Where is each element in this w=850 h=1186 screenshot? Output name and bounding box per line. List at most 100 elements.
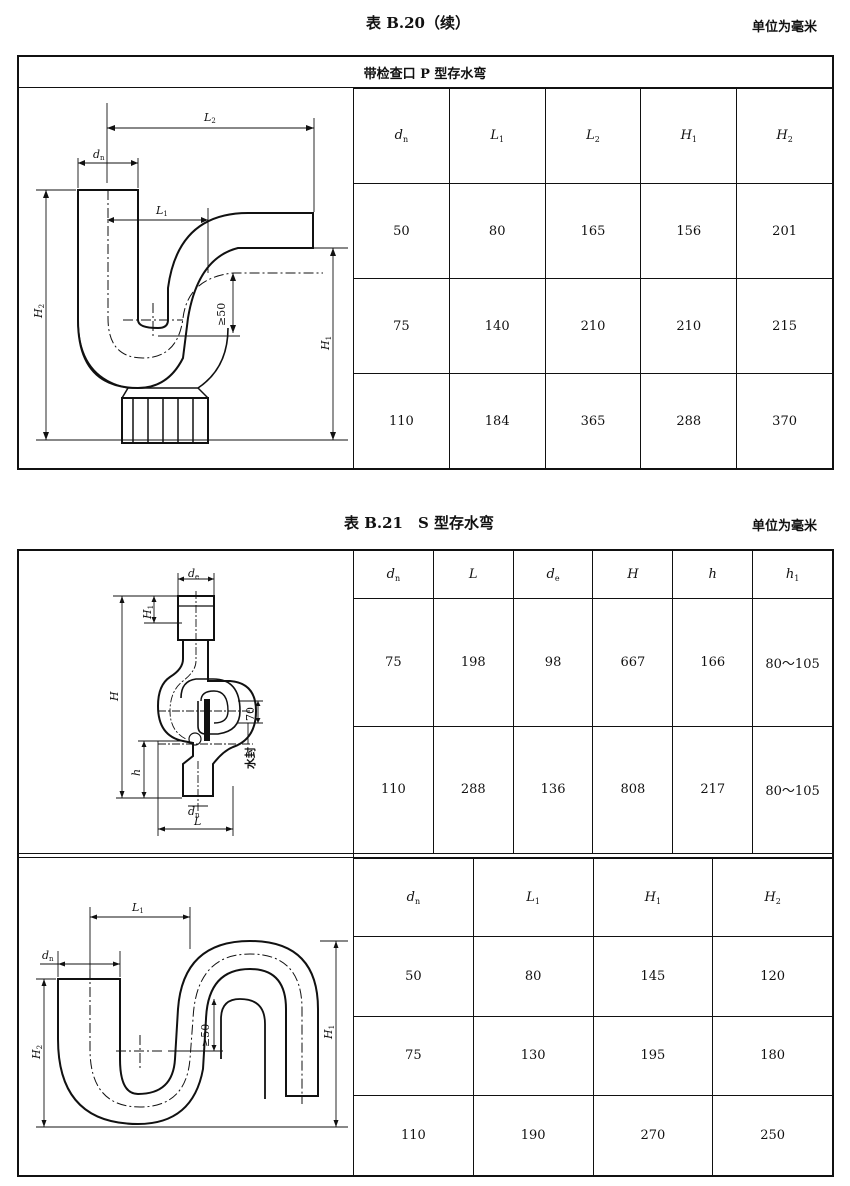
col-header: dn [353,550,434,599]
p-trap-with-inspection-figure: L2 dn L1 ≥50 H2 H1 [32,103,348,444]
col-header: H2 [736,88,833,184]
table-row: 110 288 136 808 217 80～105 [353,725,833,854]
table-row: 50 80 145 120 [353,936,833,1017]
table-cell: 110 [353,373,450,469]
col-header: L1 [448,88,546,184]
table-cell: 145 [592,936,714,1017]
table-cell: 80 [448,183,546,279]
dim-label-dn: dn [42,949,54,963]
table-b20-title-divider [17,87,834,88]
table-cell: 156 [640,183,738,279]
table-b21-header-row: dn L de H h h1 [353,550,833,599]
inspection-cap-body [121,397,209,444]
table-cell: 250 [712,1095,833,1176]
table-cell: 217 [672,725,754,854]
table-row: 75 130 195 180 [353,1015,833,1097]
table-cell: 180 [712,1015,833,1097]
table-cell: 215 [736,278,833,374]
table-cell: 80～105 [752,598,833,727]
col-header: H1 [592,858,714,937]
col-header: dn [353,858,474,937]
table-s-trap-horizontal: dn L1 H1 H2 50 80 145 120 75 130 195 180… [353,858,833,1176]
table-b20: dn L1 L2 H1 H2 50 80 165 156 201 75 140 … [353,88,833,469]
table-cell: 198 [432,598,514,727]
dim-label-dn: dn [93,148,105,162]
col-header: h1 [752,550,833,599]
table-cell: 166 [672,598,754,727]
table-row: 50 80 165 156 201 [353,183,833,279]
dim-label-70: 70 [244,707,257,721]
table-cell: 98 [512,598,594,727]
table-cell: 210 [544,278,642,374]
dim-label-l1: L1 [131,901,144,915]
col-header: L1 [472,858,594,937]
dim-label-h1: H1 [141,605,155,620]
table-row: 75 198 98 667 166 80～105 [353,598,833,727]
dim-label-ge50: ≥50 [215,303,228,326]
table-b20-caption: 表 B.20（续） [366,14,470,32]
table-cell: 50 [353,936,474,1017]
table-b20-unit: 单位为毫米 [752,20,818,35]
dim-label-h: h [130,769,143,776]
col-header: de [512,550,594,599]
table-row: 110 184 365 288 370 [353,373,833,469]
table-b21-unit: 单位为毫米 [752,519,818,534]
col-header: H [592,550,674,599]
table-cell: 75 [353,598,434,727]
col-header: L2 [544,88,642,184]
col-header: H2 [712,858,833,937]
table-cell: 110 [353,1095,474,1176]
table-cell: 808 [592,725,674,854]
dim-label-l: L [193,815,201,828]
table-cell: 165 [544,183,642,279]
table-cell: 140 [448,278,546,374]
table-cell: 75 [353,1015,474,1097]
col-header: dn [353,88,450,184]
table-cell: 75 [353,278,450,374]
table-b20-frame [17,55,834,470]
dim-label-l2: L2 [203,111,216,125]
table-cell: 288 [640,373,738,469]
s-trap-horizontal-outer-wall [57,939,319,1126]
table-cell: 130 [472,1015,594,1097]
s-trap-figure: de H1 H h dn L 70 水封 [108,567,263,836]
dim-label-dn: dn [188,805,200,819]
table-cell: 370 [736,373,833,469]
table-b21: dn L de H h h1 75 198 98 667 166 80～105 … [353,550,833,854]
col-header: h [672,550,754,599]
table-cell: 195 [592,1015,714,1097]
dim-label-de: de [188,567,199,581]
col-header: H1 [640,88,738,184]
dim-label-h-total: H [108,691,121,702]
dim-label-h2: H2 [30,1045,44,1060]
table-cell: 365 [544,373,642,469]
table-cell: 50 [353,183,450,279]
table-cell: 270 [592,1095,714,1176]
dim-label-ge50: ≥50 [199,1024,212,1047]
table-cell: 80～105 [752,725,833,854]
dim-label-h1: H1 [322,1025,336,1040]
table-header-row: dn L1 H1 H2 [353,858,833,937]
table-cell: 288 [432,725,514,854]
table-cell: 136 [512,725,594,854]
table-cell: 667 [592,598,674,727]
section-divider [18,853,833,854]
col-header: L [432,550,514,599]
s-trap-body [156,640,258,797]
s-trap-horizontal-figure: L1 dn ≥50 H2 H1 [30,901,348,1128]
table-cell: 120 [712,936,833,1017]
dim-label-h1: H1 [319,336,333,351]
dim-label-water-seal: 水封 [243,747,257,769]
dim-label-h2: H2 [32,304,46,319]
table-cell: 80 [472,936,594,1017]
s-trap-horizontal-centerline [89,953,303,1108]
table-b20-title: 带检查口 P 型存水弯 [363,67,487,82]
table-cell: 190 [472,1095,594,1176]
table-cell: 201 [736,183,833,279]
p-trap-centerline [107,190,323,359]
section-divider [18,857,833,858]
table-b21-caption: 表 B.21 S 型存水弯 [344,514,495,532]
table-cell: 184 [448,373,546,469]
table-row: 75 140 210 210 215 [353,278,833,374]
table-b20-header-row: dn L1 L2 H1 H2 [353,88,833,184]
